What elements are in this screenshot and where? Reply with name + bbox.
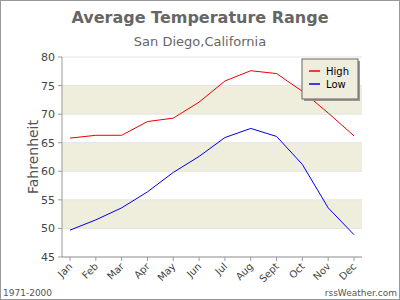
title: Average Temperature Range <box>71 8 328 27</box>
y-axis-label: Fahrenheit <box>25 119 41 194</box>
axes: 45 50 55 60 65 70 75 80 Jan FebMarAprMay Jun Jul Aug… <box>41 51 362 285</box>
y-tick <box>58 114 62 115</box>
x-tick-label: Aug <box>234 261 256 283</box>
y-tick <box>58 85 62 86</box>
grid-line <box>62 142 362 143</box>
x-tick-label: Feb <box>80 261 100 281</box>
y-tick-label: 60 <box>41 165 55 178</box>
x-tick <box>224 257 225 261</box>
chart: 45 50 55 60 65 70 75 80 Jan FebMarAprMay Jun Jul Aug… <box>0 0 400 300</box>
x-tick <box>173 257 174 261</box>
x-tick-label: Sept <box>257 261 281 285</box>
x-tick <box>121 257 122 261</box>
x-tick-label: Mar <box>105 260 127 282</box>
subtitle: San Diego,California <box>134 34 266 49</box>
legend: High Low <box>302 59 360 101</box>
y-tick-label: 80 <box>41 51 55 64</box>
grid-line <box>62 57 362 58</box>
grid-line <box>62 199 362 200</box>
y-tick <box>58 257 62 258</box>
x-tick <box>70 257 71 261</box>
x-tick-label: Oct <box>287 261 307 281</box>
legend-swatch <box>309 83 320 85</box>
y-tick <box>58 228 62 229</box>
x-tick <box>147 257 148 261</box>
y-tick-label: 65 <box>41 137 55 150</box>
x-tick <box>95 257 96 261</box>
y-tick-label: 45 <box>41 251 55 264</box>
legend-swatch <box>309 70 320 72</box>
x-tick <box>354 257 355 261</box>
y-tick <box>58 57 62 58</box>
y-axis <box>62 57 63 257</box>
y-tick-label: 55 <box>41 194 55 207</box>
legend-label: Low <box>326 79 346 90</box>
grid-line <box>62 171 362 172</box>
grid-line <box>62 228 362 229</box>
x-axis <box>62 257 362 258</box>
x-tick-label: Jun <box>184 261 204 281</box>
x-tick-label: May <box>155 261 177 283</box>
x-tick-label: Jan <box>55 261 74 280</box>
x-tick-label: Apr <box>132 260 153 281</box>
y-tick <box>58 199 62 200</box>
annotation: 1971-2000 <box>3 288 52 298</box>
x-tick <box>328 257 329 261</box>
x-tick-label: Dec <box>337 261 358 282</box>
y-tick-label: 70 <box>41 108 55 121</box>
series-line <box>70 128 354 234</box>
y-tick <box>58 142 62 143</box>
x-tick <box>250 257 251 261</box>
grid-line <box>62 257 362 258</box>
x-tick-label: Jul <box>212 261 229 278</box>
y-tick-label: 75 <box>41 80 55 93</box>
legend-label: High <box>326 66 349 77</box>
frame <box>1 1 400 300</box>
annotation: rssWeather.com <box>325 288 397 298</box>
y-tick <box>58 171 62 172</box>
legend-box <box>302 59 358 99</box>
x-tick <box>302 257 303 261</box>
y-tick-label: 50 <box>41 222 55 235</box>
x-tick <box>199 257 200 261</box>
grid-line <box>62 114 362 115</box>
grid <box>62 57 362 257</box>
x-tick-label: Nov <box>311 261 333 283</box>
x-tick <box>276 257 277 261</box>
